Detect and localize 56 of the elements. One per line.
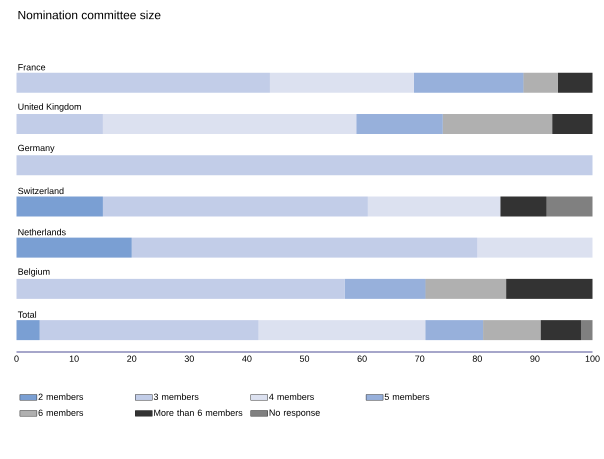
bar [344, 278, 426, 299]
x-tick-label: 100 [586, 356, 600, 362]
bar [552, 114, 593, 134]
bar [16, 238, 132, 258]
bar [477, 238, 593, 258]
x-tick-label: 50 [300, 356, 310, 362]
bar [483, 320, 541, 340]
chart-title: Nomination committee size [18, 10, 160, 20]
bar [523, 72, 558, 93]
legend-label: More than 6 members [154, 409, 242, 416]
legend-label: 6 members [38, 409, 84, 416]
bar [425, 278, 506, 299]
bar [425, 320, 484, 340]
bar [270, 72, 414, 93]
bar [102, 114, 356, 134]
y-tick-label: Switzerland [18, 188, 64, 194]
bar [558, 72, 593, 93]
y-tick-label: France [18, 64, 46, 70]
x-tick-label: 0 [14, 356, 19, 362]
bar [580, 320, 593, 340]
x-tick-label: 90 [530, 356, 540, 362]
legend-label: No response [270, 410, 320, 418]
bar [414, 72, 524, 93]
x-tick-label: 20 [127, 356, 136, 362]
x-tick-label: 40 [242, 356, 252, 362]
legend-label: 4 members [269, 393, 314, 400]
bar [16, 155, 593, 176]
bar [16, 196, 103, 216]
x-tick-label: 70 [415, 356, 424, 362]
y-tick-label: Germany [18, 144, 55, 153]
x-tick-label: 10 [70, 356, 79, 362]
y-tick-label: Belgium [18, 268, 50, 277]
y-tick-label: United Kingdom [18, 103, 81, 112]
bar [258, 320, 426, 340]
x-tick-label: 30 [184, 356, 194, 362]
bar [506, 278, 593, 299]
bar [356, 114, 443, 134]
x-tick-label: 60 [358, 356, 367, 362]
bar [442, 114, 552, 134]
bar [16, 278, 345, 299]
legend-label: 2 members [38, 393, 84, 400]
bar [546, 196, 593, 216]
bar [132, 238, 478, 258]
bar [16, 320, 40, 340]
bar [540, 320, 581, 340]
y-tick-label: Netherlands [18, 228, 66, 236]
bar [500, 196, 546, 216]
bar [16, 114, 103, 134]
bar [40, 320, 258, 340]
legend-label: 3 members [154, 393, 198, 400]
y-tick-label: Total [18, 311, 36, 318]
bar [16, 72, 270, 93]
legend-label: 5 members [384, 393, 430, 400]
x-tick-label: 80 [472, 356, 482, 362]
bar [368, 196, 500, 216]
bar [102, 196, 368, 216]
